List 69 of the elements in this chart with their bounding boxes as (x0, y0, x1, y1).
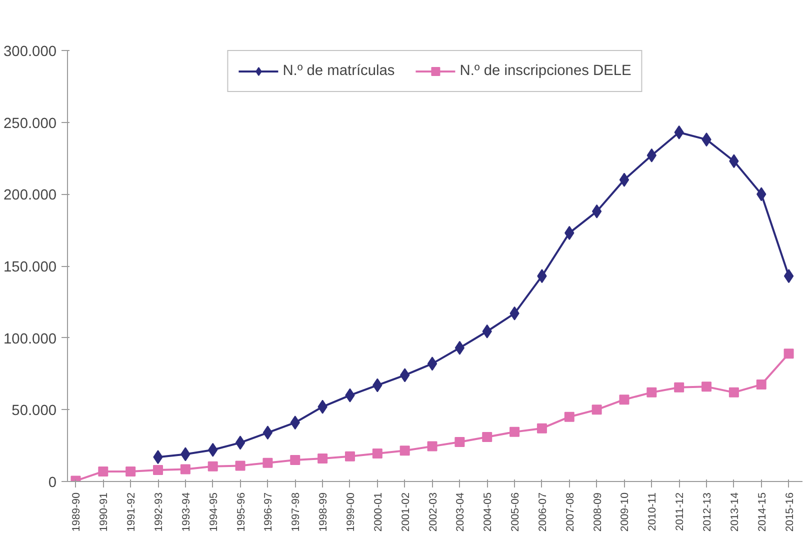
x-tick-label: 2012-13 (702, 492, 714, 532)
y-tick-label: 300.000 (4, 44, 57, 60)
point (454, 340, 465, 355)
point (344, 451, 355, 462)
point (510, 426, 520, 437)
x-tick-label: 2015-16 (784, 492, 796, 532)
x-tick-label: 1990-91 (98, 492, 110, 532)
point (400, 446, 410, 456)
point (784, 348, 794, 359)
point (208, 461, 218, 472)
point (702, 382, 712, 392)
point (262, 458, 273, 468)
y-tick-label: 50.000 (12, 403, 56, 420)
point (646, 387, 657, 398)
point (564, 412, 574, 422)
x-tick-label: 2001-02 (400, 492, 412, 532)
y-tick-label: 0 (48, 475, 57, 491)
x-tick-label: 2004-05 (482, 492, 494, 532)
point (98, 466, 108, 476)
x-tick-label: 1992-93 (153, 492, 166, 532)
x-tick-label: 2009-10 (619, 492, 632, 532)
point (153, 465, 164, 476)
y-tick-label: 200.000 (4, 188, 57, 204)
x-tick-label: 1989-90 (70, 492, 83, 532)
x-tick-label: 2011-12 (674, 492, 686, 531)
point (290, 454, 300, 465)
point (126, 466, 136, 476)
x-tick-label: 2002-03 (427, 492, 440, 532)
x-tick-label: 2010-11 (646, 492, 659, 531)
point (756, 380, 766, 390)
point (784, 269, 794, 284)
x-tick-label: 2014-15 (756, 492, 768, 532)
x-tick-label: 1996-97 (262, 492, 275, 532)
point (180, 464, 190, 474)
x-tick-label: 2005-06 (510, 492, 522, 532)
x-tick-label: 1995-96 (235, 492, 248, 532)
x-tick-label: 2006-07 (536, 492, 549, 532)
x-tick-label: 1993-94 (180, 492, 192, 532)
point (372, 448, 382, 458)
point (674, 382, 684, 392)
point (235, 436, 246, 450)
x-tick-label: 2013-14 (728, 492, 741, 532)
point (482, 432, 492, 442)
x-tick-label: 2000-01 (372, 492, 384, 532)
x-tick-label: 2007-08 (564, 492, 576, 532)
x-tick-label: 1991-92 (126, 492, 138, 532)
x-tick-label: 1999-00 (344, 492, 357, 532)
point (536, 423, 547, 434)
x-tick-label: 2008-09 (592, 492, 604, 532)
point (454, 436, 465, 447)
y-tick-label: 100.000 (4, 331, 57, 348)
point (427, 441, 438, 452)
y-tick-label: 250.000 (4, 116, 57, 132)
point (235, 460, 246, 471)
point (262, 426, 273, 440)
point (619, 172, 630, 187)
legend-label: N.º de matrículas (282, 63, 395, 79)
x-tick-label: 2003-04 (454, 492, 467, 532)
point (427, 356, 438, 371)
point (619, 394, 630, 405)
x-tick-label: 1998-99 (318, 492, 330, 532)
point (728, 387, 739, 398)
x-tick-label: 1997-98 (290, 492, 302, 532)
point (592, 404, 602, 415)
point (592, 204, 602, 218)
x-tick-label: 1994-95 (208, 492, 220, 532)
legend-label: N.º de inscripciones DELE (460, 63, 632, 79)
point (318, 454, 328, 464)
y-tick-label: 150.000 (4, 260, 57, 276)
